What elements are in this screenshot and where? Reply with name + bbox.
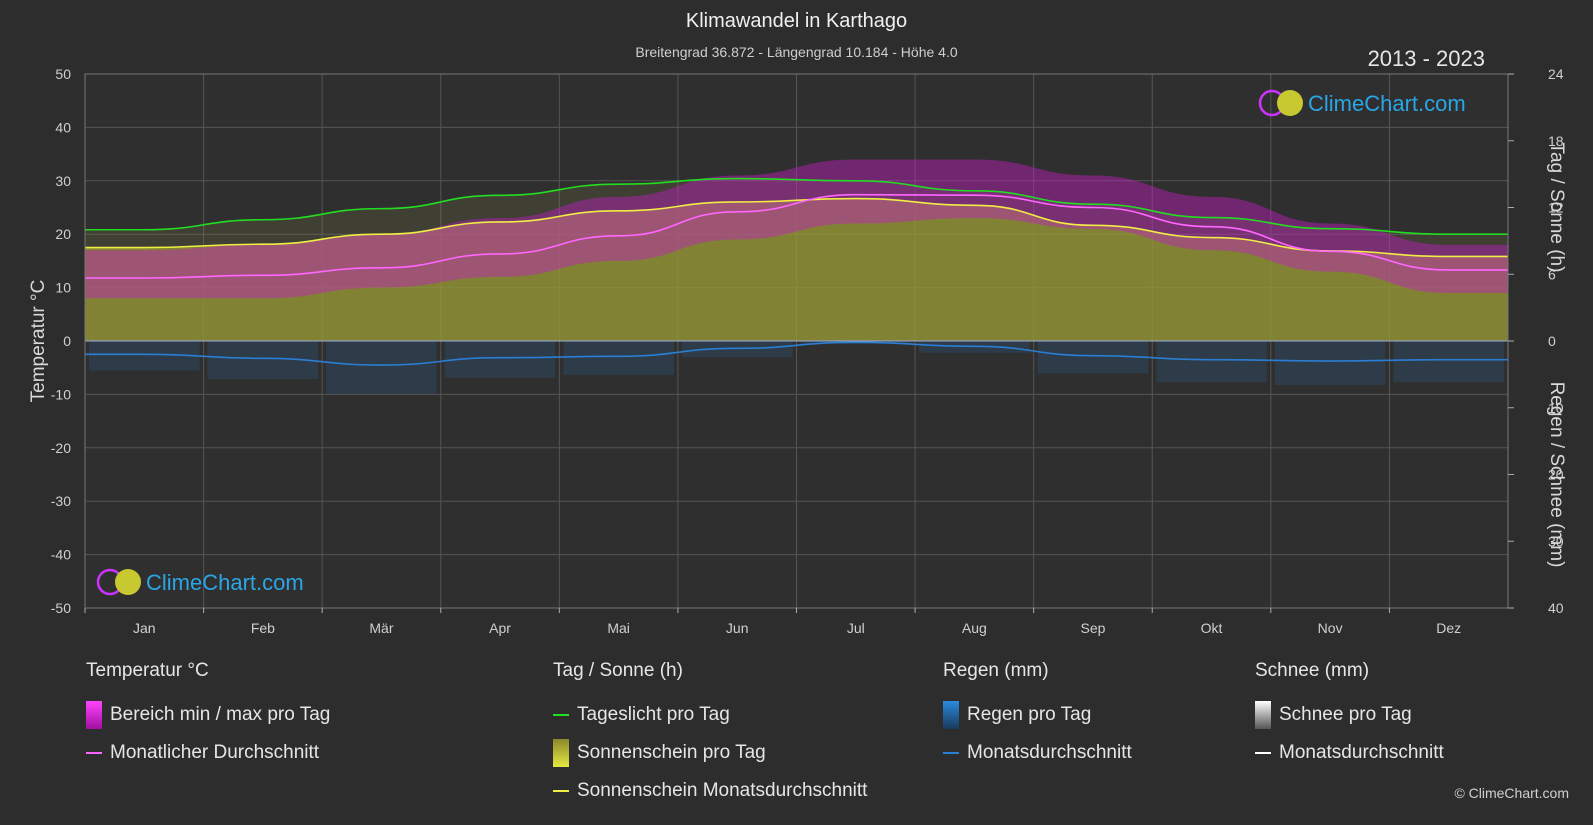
legend-temp-title: Temperatur °C (86, 660, 209, 681)
temperature-range-band (85, 159, 1508, 299)
y-left-tick-label: -20 (51, 440, 71, 456)
y-left-tick-label: -40 (51, 547, 71, 563)
x-tick-label: Jun (726, 620, 749, 636)
y-right-top-tick-label: 0 (1548, 333, 1556, 349)
logo-text: ClimeChart.com (146, 570, 304, 595)
y-left-tick-label: 0 (63, 333, 71, 349)
legend-daylight: Tageslicht pro Tag (553, 696, 867, 734)
y-right-bottom-tick-label: 20 (1548, 467, 1564, 483)
temp-range-swatch (86, 701, 102, 729)
sunshine-swatch (553, 739, 569, 767)
legend-temp-avg: Monatlicher Durchschnitt (86, 734, 330, 772)
rain-bar (1274, 341, 1386, 386)
rain-bar (1156, 341, 1267, 383)
logo-sun-icon (115, 569, 141, 595)
y-left-tick-label: 30 (55, 173, 71, 189)
legend-sun: Tag / Sonne (h) Tageslicht pro Tag Sonne… (553, 660, 867, 810)
logo-text: ClimeChart.com (1308, 91, 1466, 116)
y-left-tick-label: -50 (51, 600, 71, 616)
logo-bottom-left: ClimeChart.com (96, 568, 304, 596)
y-right-top-tick-label: 24 (1548, 66, 1564, 82)
y-left-tick-label: -10 (51, 386, 71, 402)
x-tick-label: Jan (133, 620, 156, 636)
rain-bar (326, 341, 437, 394)
x-tick-label: Okt (1201, 620, 1223, 636)
y-right-bottom-tick-label: 30 (1548, 533, 1564, 549)
daylight-area (85, 178, 1508, 341)
y-left-tick-label: -30 (51, 493, 71, 509)
y-right-top-tick-label: 6 (1548, 266, 1556, 282)
temperature-avg-line (85, 193, 1508, 279)
sunshine-avg-line (84, 197, 1508, 258)
sunshine-avg-swatch (553, 790, 569, 792)
legend-snow-label: Schnee pro Tag (1279, 704, 1412, 725)
y-right-top-tick-label: 12 (1548, 200, 1564, 216)
x-tick-label: Apr (489, 620, 511, 636)
climate-chart: 50 40 30 20 10 0 -10 -20 -30 -40 -50 24 18 12 6 0 10 20 30… (28, 66, 1567, 636)
daylight-swatch (553, 714, 569, 716)
legend-rain-avg: Monatsdurchschnitt (943, 734, 1132, 772)
x-tick-label: Feb (251, 620, 275, 636)
rain-avg-swatch (943, 752, 959, 754)
legend-rain: Regen (mm) Regen pro Tag Monatsdurchschn… (943, 660, 1132, 772)
legend-sunshine: Sonnenschein pro Tag (553, 734, 867, 772)
legend-rain-day: Regen pro Tag (943, 696, 1132, 734)
legend-temp-avg-label: Monatlicher Durchschnitt (110, 742, 320, 763)
x-tick-label: Jul (847, 620, 865, 636)
legend-rain-title: Regen (mm) (943, 660, 1049, 681)
legend-sunshine-avg: Sonnenschein Monatsdurchschnitt (553, 772, 867, 810)
chart-subtitle: Breitengrad 36.872 - Längengrad 10.184 -… (635, 44, 958, 60)
rain-swatch (943, 701, 959, 729)
legend-snow-avg-label: Monatsdurchschnitt (1279, 742, 1444, 763)
daylight-line (84, 177, 1508, 235)
y-right-bottom-axis-title: Regen / Schnee (mm) (1546, 382, 1567, 568)
legend-sunshine-label: Sonnenschein pro Tag (577, 742, 766, 763)
y-right-bottom-tick-label: 10 (1548, 400, 1564, 416)
legend-temp-range-label: Bereich min / max pro Tag (110, 704, 331, 725)
y-left-tick-label: 20 (55, 226, 71, 242)
y-right-bottom-tick-label: 40 (1548, 600, 1564, 616)
legend-snow: Schnee (mm) Schnee pro Tag Monatsdurchsc… (1255, 660, 1444, 772)
chart-title: Klimawandel in Karthago (685, 10, 908, 32)
rain-avg-line (85, 341, 1508, 366)
x-tick-label: Mai (607, 620, 630, 636)
legend-snow-day: Schnee pro Tag (1255, 696, 1444, 734)
rain-bar (563, 341, 674, 375)
y-right-top-tick-label: 18 (1548, 133, 1564, 149)
x-tick-label: Aug (962, 620, 987, 636)
legend-sun-title: Tag / Sonne (h) (553, 660, 683, 681)
y-right-top-axis-title: Tag / Sonne (h) (1546, 143, 1567, 273)
copyright: © ClimeChart.com (1454, 785, 1569, 801)
legend-rain-avg-label: Monatsdurchschnitt (967, 742, 1132, 763)
y-left-tick-label: 10 (55, 280, 71, 296)
legend-rain-label: Regen pro Tag (967, 704, 1092, 725)
year-range: 2013 - 2023 (1367, 46, 1485, 71)
sunshine-area (85, 198, 1508, 341)
x-tick-label: Dez (1436, 620, 1461, 636)
rain-bar (1393, 341, 1504, 383)
legend-snow-title: Schnee (mm) (1255, 660, 1370, 681)
x-tick-label: Nov (1318, 620, 1343, 636)
legend-daylight-label: Tageslicht pro Tag (577, 704, 730, 725)
y-left-tick-label: 50 (55, 66, 71, 82)
x-tick-label: Sep (1080, 620, 1105, 636)
snow-swatch (1255, 701, 1271, 729)
legend-snow-avg: Monatsdurchschnitt (1255, 734, 1444, 772)
logo-top-right: ClimeChart.com (1258, 89, 1466, 117)
temp-avg-swatch (86, 752, 102, 754)
logo-sun-icon (1277, 90, 1303, 116)
y-left-tick-label: 40 (55, 119, 71, 135)
snow-avg-swatch (1255, 752, 1271, 754)
legend-temp-range: Bereich min / max pro Tag (86, 696, 330, 734)
y-left-axis-title: Temperatur °C (28, 280, 49, 403)
x-tick-label: Mär (369, 620, 393, 636)
legend-temperature: Temperatur °C Bereich min / max pro Tag … (86, 660, 330, 772)
legend-sunshine-avg-label: Sonnenschein Monatsdurchschnitt (577, 780, 868, 801)
